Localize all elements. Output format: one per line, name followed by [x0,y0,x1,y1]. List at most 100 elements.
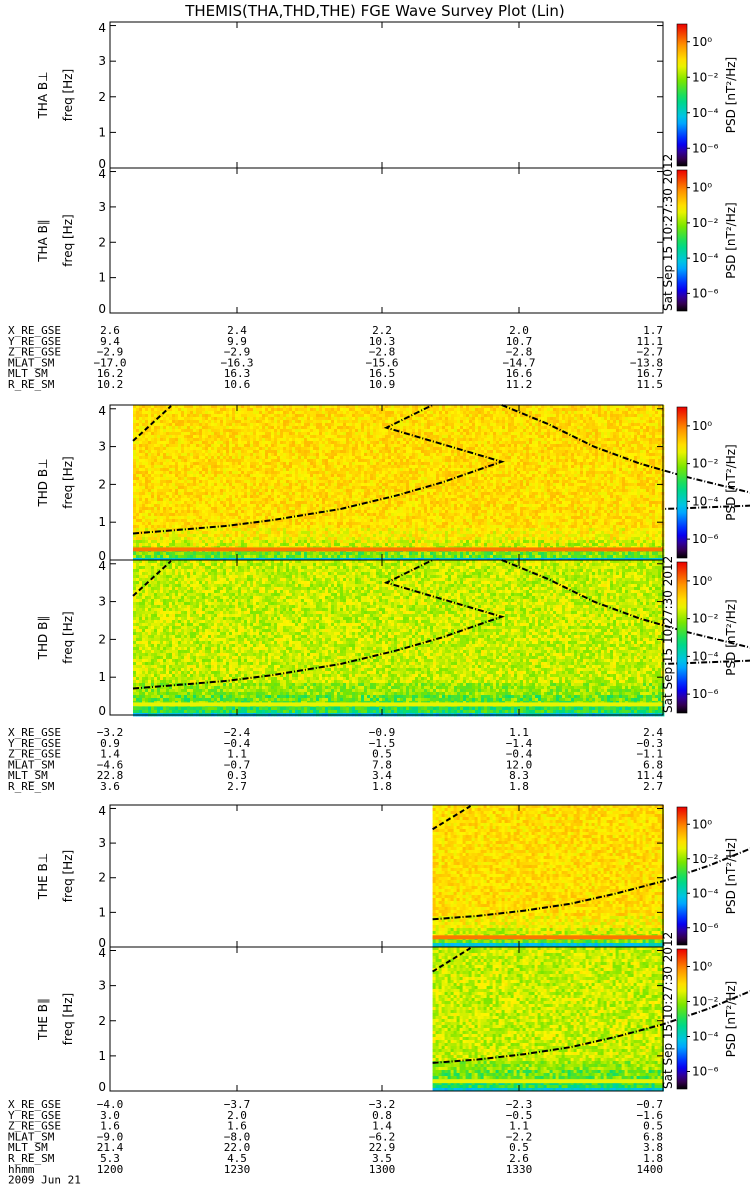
ephemeris-value: 8.3 [509,769,529,782]
ephemeris-value: −13.8 [630,356,663,369]
y-axis-unit: freq [Hz] [61,456,75,508]
colorbar-label: PSD [nT²/Hz] [724,444,738,520]
y-tick-label: 4 [98,559,106,573]
spectral-line [432,1079,663,1084]
panel-label: THE B∥ [36,998,50,1041]
y-tick-label: 4 [98,804,106,818]
frequency-curve [432,990,750,1064]
ephemeris-value: −0.3 [637,737,664,750]
colorbar-gradient [676,561,688,714]
y-axis-unit: freq [Hz] [61,69,75,121]
generation-timestamp: Sat Sep 15 10:27:30 2012 [661,932,675,1089]
panel-label: THE B⊥ [36,853,50,900]
ephemeris-value: 16.2 [97,367,124,380]
y-axis-unit: freq [Hz] [61,993,75,1045]
panel-label: THD B⊥ [36,458,50,507]
ephemeris-value: −9.0 [97,1130,124,1143]
colorbar-label: PSD [nT²/Hz] [724,838,738,914]
ephemeris-value: 1330 [506,1163,533,1176]
ephemeris-value: −2.2 [506,1130,533,1143]
ephemeris-value: −2.9 [97,346,124,359]
ephemeris-value: 1.8 [643,1152,663,1165]
ephemeris-value: 16.6 [506,367,533,380]
ephemeris-label: MLAT_SM [8,1130,55,1143]
ephemeris-label: X_RE_GSE [8,726,61,739]
y-tick-label: 0 [98,302,106,316]
ephemeris-value: 1.7 [643,324,663,337]
ephemeris-label: MLAT_SM [8,356,55,369]
ephemeris-value: 11.4 [637,769,664,782]
y-tick-label: 2 [98,90,106,104]
ephemeris-value: −6.2 [369,1130,396,1143]
colorbar-tick-label: 10⁻² [692,457,719,471]
ephemeris-value: 11.1 [637,335,664,348]
ephemeris-value: −17.0 [93,356,126,369]
ephemeris-value: −0.9 [369,726,396,739]
ephemeris-value: −1.1 [637,748,664,761]
ephemeris-value: 2.7 [643,780,663,793]
y-tick-label: 4 [98,21,106,35]
colorbar-gradient [676,169,688,312]
colorbar-tick-label: 10⁰ [692,574,712,588]
ephemeris-value: −2.8 [506,346,533,359]
y-tick-label: 1 [98,1049,106,1063]
ephemeris-label: Z_RE_GSE [8,748,61,761]
panel-tha-perp: 0 1 2 3 4 THA B⊥ freq [Hz] 10⁰ 10⁻² 10⁻⁴ 10⁻⁶ PSD [… [36,21,738,171]
ephemeris-value: 10.7 [506,335,533,348]
frequency-curve [132,559,750,690]
y-tick-label: 2 [98,477,106,491]
ephemeris-value: −3.7 [224,1098,251,1111]
ephemeris-label: hhmm [8,1163,35,1176]
ephemeris-value: 5.3 [100,1152,120,1165]
colorbar-label: PSD [nT²/Hz] [724,981,738,1057]
colorbar-gradient [676,948,688,1090]
y-tick-label: 3 [98,595,106,609]
y-tick-label: 3 [98,440,106,454]
ephemeris-value: 6.8 [643,758,663,771]
ephemeris-value: 7.8 [372,758,392,771]
y-tick-label: 2 [98,871,106,885]
ephemeris-value: −0.4 [506,748,533,761]
ephemeris-value: 1.1 [509,726,529,739]
y-tick-label: 2 [98,632,106,646]
ephemeris-value: 0.9 [100,737,120,750]
ephemeris-value: 3.5 [372,1152,392,1165]
spectrogram-cells [432,947,664,1092]
ephemeris-value: 1300 [369,1163,396,1176]
y-axis-unit: freq [Hz] [61,850,75,902]
colorbar-tick-label: 10⁻⁴ [692,494,719,508]
ephemeris-value: −14.7 [502,356,535,369]
ephemeris-label: R_RE_SM [8,780,55,793]
ephemeris-value: 0.3 [227,769,247,782]
colorbar-gradient [676,23,688,167]
colorbar-tick-label: 10⁰ [692,817,712,831]
ephemeris-value: −0.5 [506,1109,533,1122]
ephemeris-value: 3.6 [100,780,120,793]
panel-label: THA B⊥ [36,71,50,119]
ephemeris-label: X_RE_GSE [8,1098,61,1111]
panel-the-perp: 0 1 2 3 4 THE B⊥ freq [Hz] 10⁰ 10⁻² 10⁻⁴ 10⁻⁶ PSD [… [36,804,750,950]
colorbar-tick-label: 10⁻² [692,852,719,866]
ephemeris-value: 16.5 [369,367,396,380]
ephemeris-value: −1.6 [637,1109,664,1122]
ephemeris-label: R_RE_SM [8,378,55,391]
colorbar-tick-label: 10⁰ [692,181,712,195]
ephemeris-value: 2.4 [227,324,247,337]
ephemeris-value: 1200 [97,1163,124,1176]
ephemeris-value: 0.8 [372,1109,392,1122]
ephemeris-value: 10.6 [224,378,251,391]
panel-frame [109,167,664,314]
ephemeris-value: 0.5 [643,1120,663,1133]
ephemeris-value: −0.7 [637,1098,664,1111]
ephemeris-value: −3.2 [369,1098,396,1111]
colorbar-tick-label: 10⁻⁶ [692,921,719,935]
colorbar-gradient [676,806,688,946]
ephemeris-label: MLT_SM [8,367,48,380]
y-tick-label: 0 [98,704,106,718]
colorbar: 10⁰ 10⁻² 10⁻⁴ 10⁻⁶ PSD [nT²/Hz] [676,169,738,312]
spectrogram-cells [133,405,665,562]
dashed-curve [132,405,172,442]
ephemeris-value: 1.8 [509,780,529,793]
ephemeris-value: 10.9 [369,378,396,391]
